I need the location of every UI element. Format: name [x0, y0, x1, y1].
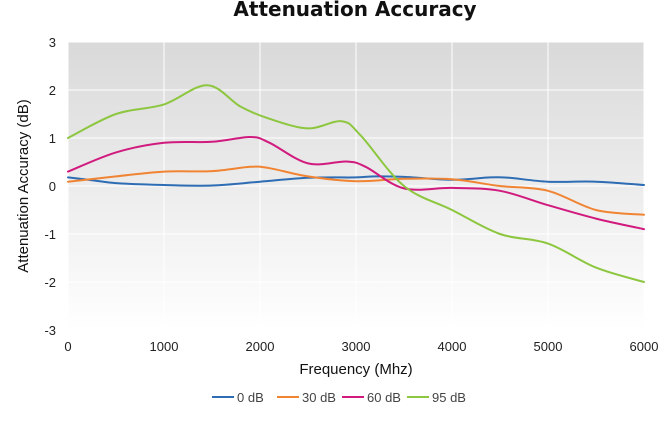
- series-line-95-db: [67, 84, 645, 283]
- legend-label-95-db: 95 dB: [432, 390, 466, 405]
- legend-label-0-db: 0 dB: [237, 390, 264, 405]
- y-tick-label: 1: [49, 131, 56, 146]
- x-tick-label: 6000: [630, 339, 659, 354]
- x-tick-label: 3000: [342, 339, 371, 354]
- series-lines: [67, 84, 645, 283]
- legend-label-60-db: 60 dB: [367, 390, 401, 405]
- x-tick-label: 2000: [246, 339, 275, 354]
- series-line-60-db: [67, 135, 645, 231]
- y-tick-label: -1: [44, 227, 56, 242]
- y-tick-label: 0: [49, 179, 56, 194]
- legend: 0 dB 30 dB 60 dB 95 dB: [212, 390, 466, 405]
- x-axis-label: Frequency (Mhz): [299, 361, 412, 378]
- chart-title: Attenuation Accuracy: [233, 0, 476, 21]
- y-axis-ticks: 3 2 1 0 -1 -2 -3: [44, 35, 56, 338]
- y-tick-label: -2: [44, 275, 56, 290]
- x-tick-label: 1000: [150, 339, 179, 354]
- y-tick-label: 3: [49, 35, 56, 50]
- grid-lines: [67, 41, 645, 331]
- series-line-30-db: [67, 165, 645, 216]
- x-tick-label: 0: [64, 339, 71, 354]
- y-tick-label: -3: [44, 323, 56, 338]
- legend-label-30-db: 30 dB: [302, 390, 336, 405]
- y-axis-label: Attenuation Accuracy (dB): [15, 99, 32, 272]
- series-line-0-db: [67, 175, 645, 187]
- x-tick-label: 4000: [438, 339, 467, 354]
- y-tick-label: 2: [49, 83, 56, 98]
- x-tick-label: 5000: [534, 339, 563, 354]
- x-axis-ticks: 0 1000 2000 3000 4000 5000 6000: [64, 339, 658, 354]
